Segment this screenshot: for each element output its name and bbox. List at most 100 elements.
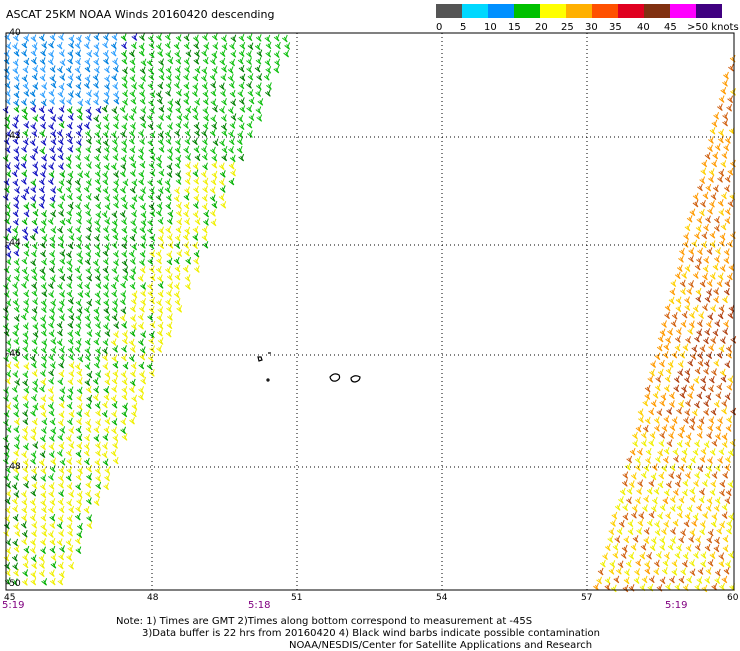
- wind-barb: [94, 218, 100, 226]
- wind-barb: [632, 439, 638, 447]
- wind-barb: [724, 463, 730, 472]
- wind-barb: [211, 201, 218, 209]
- wind-barb: [104, 82, 110, 90]
- wind-barb: [682, 488, 688, 497]
- wind-barb: [283, 49, 290, 58]
- wind-barb: [710, 407, 717, 416]
- wind-barb: [85, 208, 92, 217]
- wind-barb: [714, 536, 720, 545]
- wind-barb: [119, 210, 126, 218]
- wind-barb: [715, 432, 721, 440]
- wind-barb: [193, 41, 200, 50]
- wind-barb: [92, 258, 99, 267]
- wind-barb: [709, 240, 716, 248]
- wind-barb: [138, 177, 145, 186]
- wind-barb: [140, 233, 147, 241]
- wind-barb: [103, 97, 110, 105]
- wind-barb: [32, 385, 38, 393]
- wind-barb: [631, 511, 637, 519]
- wind-barb: [75, 73, 82, 82]
- wind-barb: [12, 209, 19, 218]
- wind-barb: [84, 154, 90, 162]
- wind-barb: [121, 138, 127, 147]
- wind-barb: [194, 98, 201, 106]
- wind-barb: [75, 145, 82, 154]
- wind-barb: [21, 74, 28, 83]
- wind-barb: [13, 114, 19, 123]
- wind-barb: [715, 423, 722, 432]
- wind-barb: [689, 416, 696, 424]
- wind-barb: [48, 170, 55, 178]
- wind-barb: [94, 290, 101, 299]
- wind-barb: [101, 346, 108, 355]
- wind-barb: [5, 402, 12, 410]
- wind-barb: [49, 33, 56, 41]
- wind-barb: [49, 234, 56, 243]
- wind-barb: [112, 64, 119, 73]
- wind-barb: [230, 50, 237, 58]
- scale-label-10: 10: [484, 22, 497, 33]
- wind-barb: [184, 129, 191, 137]
- wind-barb: [86, 113, 92, 121]
- lon-label-60: 60: [727, 593, 739, 603]
- wind-barb: [12, 218, 19, 226]
- wind-barb: [3, 66, 10, 74]
- wind-barb: [157, 289, 164, 298]
- wind-barb: [728, 63, 734, 72]
- wind-barb: [86, 464, 93, 473]
- wind-barb: [719, 239, 725, 247]
- wind-barb: [49, 498, 56, 506]
- wind-barb: [94, 153, 100, 162]
- wind-barb: [719, 368, 726, 377]
- wind-barb: [22, 560, 29, 569]
- wind-barb: [194, 66, 201, 74]
- wind-barb: [119, 105, 126, 113]
- lon-label-57: 57: [581, 593, 593, 603]
- wind-barb: [50, 186, 57, 194]
- wind-barb: [697, 359, 704, 367]
- wind-barb: [103, 273, 110, 282]
- wind-barb: [111, 241, 118, 249]
- wind-barb: [83, 448, 90, 457]
- wind-barb: [210, 88, 217, 97]
- wind-barb: [95, 408, 102, 417]
- wind-barb: [49, 74, 56, 82]
- wind-barb: [31, 369, 38, 377]
- wind-barb: [85, 145, 92, 154]
- wind-barb: [56, 129, 63, 137]
- wind-barb: [76, 394, 83, 402]
- wind-barb: [166, 162, 173, 171]
- wind-barb: [680, 528, 686, 537]
- wind-barb: [723, 287, 730, 296]
- wind-barb: [157, 329, 163, 337]
- wind-barb: [684, 408, 691, 417]
- wind-barb: [49, 464, 56, 473]
- wind-barb: [148, 336, 155, 345]
- wind-barb: [113, 274, 120, 283]
- wind-barb: [121, 74, 128, 83]
- wind-barb: [625, 559, 632, 568]
- wind-barb: [31, 360, 37, 369]
- wind-barb: [149, 153, 156, 162]
- wind-barb: [68, 233, 75, 241]
- wind-barb: [21, 513, 27, 522]
- wind-barb: [39, 57, 46, 65]
- wind-barb: [623, 535, 630, 544]
- wind-barb: [201, 129, 208, 137]
- wind-barb: [4, 72, 10, 81]
- wind-barb: [185, 153, 191, 161]
- wind-barb: [700, 167, 707, 176]
- wind-barb: [676, 510, 683, 519]
- wind-barb: [696, 328, 703, 337]
- wind-barb: [13, 322, 20, 331]
- wind-barb: [137, 313, 144, 321]
- wind-barb: [221, 42, 228, 51]
- wind-barb: [49, 545, 56, 554]
- wind-barb: [23, 289, 30, 298]
- wind-barb: [66, 192, 73, 201]
- wind-barb: [691, 344, 698, 353]
- wind-barb: [641, 431, 647, 439]
- wind-barb: [95, 321, 101, 329]
- wind-barb: [94, 234, 100, 242]
- wind-barb: [84, 353, 91, 362]
